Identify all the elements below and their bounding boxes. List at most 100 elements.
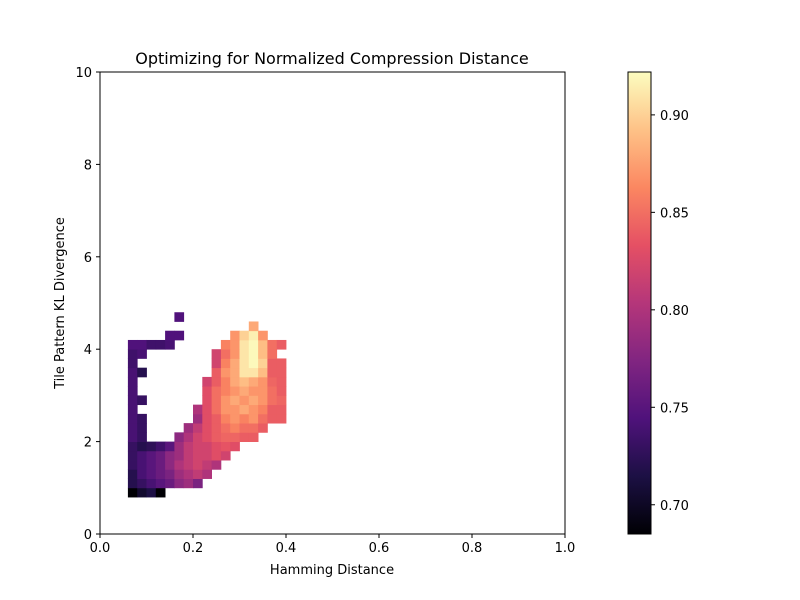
heatmap-cell: [202, 460, 212, 470]
heatmap-cell: [155, 441, 166, 452]
heatmap-cell: [230, 367, 240, 378]
heatmap-cells: [127, 312, 287, 498]
heatmap-cell: [174, 478, 185, 489]
heatmap-cell: [211, 376, 222, 387]
x-axis-ticks: 0.0 0.2 0.4 0.6 0.8 1.0: [90, 534, 576, 556]
heatmap-cell: [202, 404, 212, 415]
heatmap-cell: [127, 376, 138, 387]
heatmap-cell: [137, 460, 147, 470]
heatmap-cell: [137, 432, 147, 442]
heatmap-cell: [137, 349, 147, 359]
heatmap-cell: [239, 413, 250, 424]
x-axis-label: Hamming Distance: [270, 563, 394, 578]
heatmap-cell: [248, 404, 259, 415]
heatmap-cell: [248, 432, 259, 442]
heatmap-cell: [165, 450, 175, 461]
heatmap-cell: [137, 367, 147, 378]
heatmap-cell: [230, 395, 240, 406]
heatmap-cell: [239, 367, 250, 378]
heatmap-cell: [193, 469, 203, 479]
heatmap-cell: [137, 395, 147, 406]
heatmap-cell: [193, 450, 203, 461]
heatmap-cell: [267, 395, 278, 406]
heatmap-cell: [239, 404, 250, 415]
heatmap-cell: [248, 395, 259, 406]
heatmap-cell: [155, 478, 166, 489]
heatmap-cell: [146, 339, 157, 350]
heatmap-cell: [248, 376, 259, 387]
heatmap-cell: [137, 423, 147, 433]
heatmap-cell: [202, 423, 212, 433]
heatmap-cell: [258, 404, 268, 415]
heatmap-cell: [258, 367, 268, 378]
heatmap-cell: [183, 441, 194, 452]
heatmap-cell: [127, 339, 138, 350]
heatmap-cell: [239, 386, 250, 396]
colorbar: [627, 71, 652, 535]
heatmap-cell: [230, 441, 240, 452]
heatmap-cell: [183, 423, 194, 433]
heatmap-cell: [258, 339, 268, 350]
heatmap-cell: [239, 423, 250, 433]
heatmap-cell: [137, 478, 147, 489]
heatmap-cell: [127, 469, 138, 479]
colorbar-tick-label: 0.90: [660, 109, 689, 124]
heatmap-cell: [211, 395, 222, 406]
heatmap-cell: [230, 423, 240, 433]
heatmap-cell: [211, 349, 222, 359]
heatmap-cell: [155, 487, 166, 498]
x-tick-label: 0.0: [90, 541, 111, 556]
heatmap-cell: [183, 432, 194, 442]
heatmap-cell: [230, 376, 240, 387]
heatmap-cell: [220, 404, 231, 415]
heatmap-cell: [137, 339, 147, 350]
y-axis-ticks: 0 2 4 6 8 10: [75, 66, 100, 543]
heatmap-cell: [239, 376, 250, 387]
heatmap-cell: [220, 413, 231, 424]
y-tick-label: 6: [84, 251, 92, 266]
y-tick-label: 2: [84, 436, 92, 451]
heatmap-cell: [211, 404, 222, 415]
heatmap-cell: [137, 469, 147, 479]
x-tick-label: 1.0: [555, 541, 576, 556]
heatmap-cell: [127, 432, 138, 442]
heatmap-cell: [183, 478, 194, 489]
heatmap-cell: [267, 349, 278, 359]
heatmap-cell: [267, 404, 278, 415]
y-tick-label: 0: [84, 528, 92, 543]
heatmap-cell: [127, 386, 138, 396]
heatmap-cell: [155, 460, 166, 470]
heatmap-cell: [239, 358, 250, 369]
heatmap-cell: [146, 460, 157, 470]
heatmap-cell: [220, 450, 231, 461]
heatmap-cell: [267, 413, 278, 424]
heatmap-cell: [193, 460, 203, 470]
heatmap-cell: [248, 321, 259, 332]
heatmap-cell: [127, 349, 138, 359]
heatmap-cell: [127, 441, 138, 452]
heatmap-cell: [276, 367, 287, 378]
heatmap-cell: [211, 441, 222, 452]
heatmap-cell: [230, 349, 240, 359]
y-tick-label: 10: [75, 66, 92, 81]
heatmap-cell: [248, 367, 259, 378]
heatmap-cell: [267, 367, 278, 378]
chart-title: Optimizing for Normalized Compression Di…: [135, 49, 529, 68]
heatmap-cell: [220, 423, 231, 433]
heatmap-cell: [220, 339, 231, 350]
colorbar-tick-label: 0.70: [660, 499, 689, 514]
heatmap-cell: [137, 413, 147, 424]
heatmap-cell: [230, 339, 240, 350]
heatmap-cell: [146, 450, 157, 461]
heatmap-cell: [258, 330, 268, 341]
heatmap-cell: [183, 450, 194, 461]
heatmap-cell: [174, 469, 185, 479]
x-tick-label: 0.6: [369, 541, 390, 556]
heatmap-cell: [220, 432, 231, 442]
heatmap-cell: [220, 349, 231, 359]
heatmap-cell: [165, 469, 175, 479]
heatmap-cell: [146, 487, 157, 498]
heatmap-cell: [127, 460, 138, 470]
heatmap-cell: [127, 404, 138, 415]
heatmap-cell: [211, 423, 222, 433]
